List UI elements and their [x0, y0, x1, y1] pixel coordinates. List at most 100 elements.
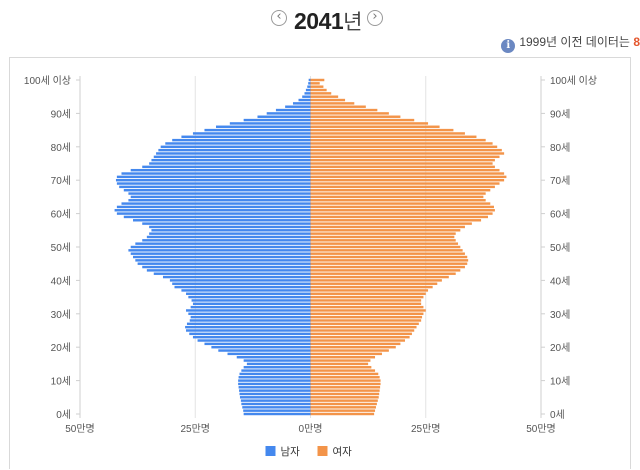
- male-bar: [116, 182, 311, 185]
- female-bar: [310, 265, 465, 269]
- male-bar: [292, 102, 311, 105]
- female-bar: [310, 182, 500, 185]
- age-label-right: 80세: [550, 142, 570, 154]
- female-bar: [310, 396, 379, 399]
- male-bar: [241, 369, 311, 372]
- female-bar: [310, 409, 376, 412]
- male-bar: [215, 125, 311, 128]
- female-bar: [310, 359, 371, 362]
- female-bar: [310, 379, 381, 382]
- male-bar: [130, 168, 311, 172]
- male-bar: [174, 285, 311, 289]
- male-bar: [257, 115, 311, 118]
- female-bar: [310, 259, 469, 262]
- female-bar: [310, 88, 327, 92]
- male-bar: [181, 135, 311, 138]
- male-bar: [238, 386, 311, 389]
- info-icon[interactable]: i: [501, 39, 516, 53]
- female-bar: [310, 329, 415, 332]
- legend-swatch-male[interactable]: [265, 446, 276, 456]
- male-bar: [192, 335, 311, 339]
- male-bar: [149, 225, 311, 229]
- legend-label-male[interactable]: 남자: [281, 446, 301, 458]
- female-bar: [310, 352, 382, 356]
- female-bar: [310, 292, 426, 295]
- male-bar: [156, 152, 311, 155]
- female-bar: [310, 362, 369, 366]
- age-label-left: 0세: [56, 409, 71, 421]
- female-bar: [310, 319, 422, 322]
- male-bar: [243, 412, 311, 416]
- female-bar: [310, 372, 379, 376]
- male-bar: [121, 172, 311, 175]
- year-title: 2041년: [294, 6, 362, 36]
- male-bar: [116, 175, 311, 179]
- male-bar: [186, 309, 311, 312]
- male-bar: [142, 165, 311, 169]
- female-bar: [310, 249, 463, 252]
- female-bar: [310, 85, 324, 88]
- next-year-button[interactable]: ›: [367, 10, 383, 26]
- female-bar: [310, 95, 339, 98]
- male-bar: [186, 292, 311, 295]
- male-bar: [123, 189, 311, 192]
- male-bar: [190, 315, 311, 319]
- female-bar: [310, 152, 505, 155]
- female-bar: [310, 312, 424, 316]
- male-bar: [308, 82, 311, 85]
- female-bar: [310, 102, 355, 105]
- male-bar: [218, 349, 311, 352]
- female-bar: [310, 245, 461, 249]
- male-bar: [298, 98, 311, 102]
- female-bar: [310, 162, 493, 165]
- female-bar: [310, 295, 424, 299]
- x-tick-label: 50만명: [65, 423, 95, 435]
- female-bar: [310, 122, 429, 125]
- male-bar: [137, 262, 311, 265]
- female-bar: [310, 132, 465, 135]
- age-label-left: 80세: [51, 142, 71, 154]
- age-label-right: 20세: [550, 342, 570, 354]
- male-bar: [130, 252, 311, 255]
- male-bar: [153, 155, 311, 159]
- male-bar: [130, 245, 311, 249]
- age-label-left: 90세: [51, 108, 71, 120]
- female-bar: [310, 209, 495, 212]
- age-label-right: 10세: [550, 376, 570, 388]
- female-bar: [310, 128, 454, 132]
- male-bar: [142, 222, 311, 225]
- female-bar: [310, 78, 325, 82]
- male-bar: [305, 88, 311, 92]
- male-bar: [238, 376, 311, 379]
- age-label-left: 30세: [51, 309, 71, 321]
- male-bar: [133, 219, 311, 222]
- age-label-left: 40세: [51, 275, 71, 287]
- x-tick-label: 0만명: [299, 423, 323, 435]
- male-bar: [135, 259, 311, 262]
- male-bar: [186, 322, 311, 326]
- female-bar: [310, 389, 380, 392]
- male-bar: [229, 122, 311, 125]
- legend-swatch-female[interactable]: [317, 446, 328, 456]
- male-bar: [238, 382, 311, 386]
- male-bar: [115, 178, 311, 182]
- female-bar: [310, 255, 468, 259]
- male-bar: [165, 142, 311, 145]
- prev-year-button[interactable]: ‹: [271, 10, 287, 26]
- population-pyramid-chart: 0세 0세 10세 10세 20세 20세 30세 30세 40세 40세 50세 50세 60세 60세…: [9, 57, 631, 469]
- x-tick-label: 25만명: [180, 423, 210, 435]
- male-bar: [146, 235, 311, 239]
- legend-label-female[interactable]: 여자: [333, 446, 353, 458]
- female-bar: [310, 225, 465, 229]
- female-bar: [310, 289, 429, 292]
- female-bar: [310, 175, 507, 179]
- female-bar: [310, 148, 502, 152]
- male-bar: [114, 209, 311, 212]
- female-bar: [310, 92, 332, 95]
- female-bar: [310, 105, 366, 108]
- male-bar: [162, 275, 311, 279]
- male-bar: [116, 205, 311, 209]
- female-bar: [310, 155, 500, 159]
- age-label-left: 20세: [51, 342, 71, 354]
- male-bar: [238, 379, 311, 382]
